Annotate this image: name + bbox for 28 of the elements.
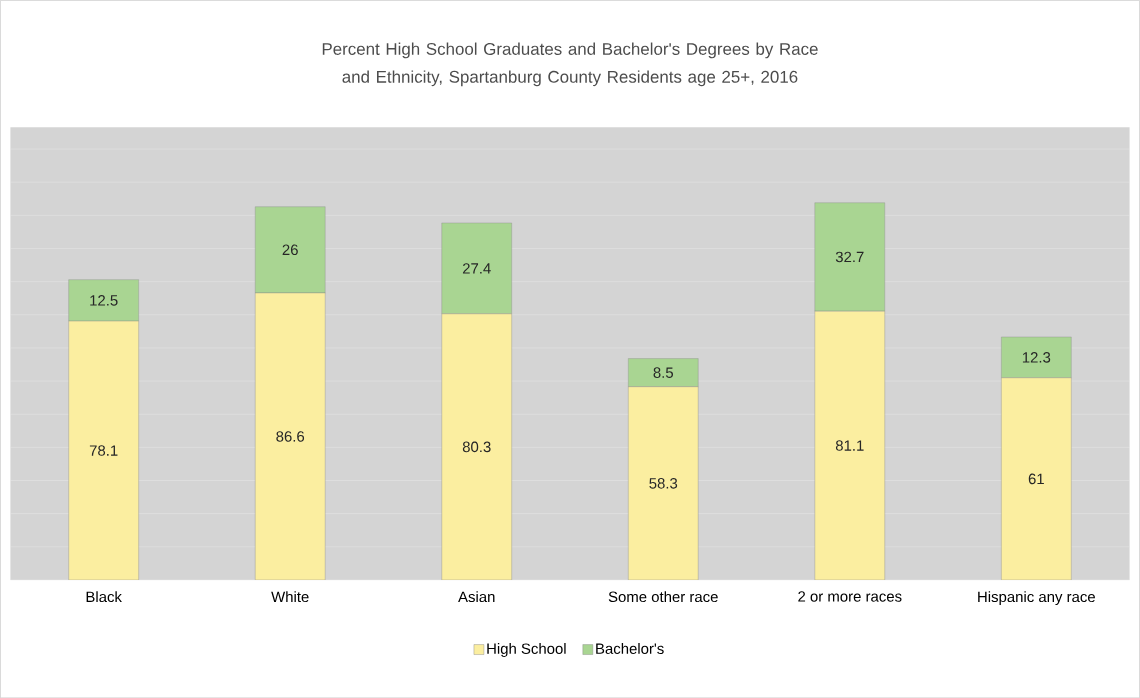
x-tick-label: Asian — [458, 591, 495, 602]
data-label: 26 — [282, 244, 298, 255]
data-label: 58.3 — [649, 477, 678, 489]
bar — [255, 292, 326, 580]
chart-title: Percent High School Graduates and Bachelor's Degrees by Race and Ethnicity, Spartanburg County Residents age 25+, 2016 — [322, 42, 818, 87]
bar — [628, 358, 699, 387]
x-tick-label: Some other race — [608, 591, 718, 602]
data-label: 32.7 — [835, 251, 864, 263]
data-label: 86.6 — [276, 431, 305, 442]
data-label: 27.4 — [462, 263, 491, 274]
legend-label: High School — [487, 642, 566, 657]
x-tick-label: Black — [86, 591, 122, 602]
data-label: 12.3 — [1022, 351, 1051, 363]
bar — [1001, 377, 1072, 580]
bar — [441, 313, 512, 580]
data-label: 61 — [1028, 473, 1044, 485]
bar — [814, 310, 885, 580]
legend-label: Bachelor's — [596, 642, 664, 654]
data-label: 81.1 — [835, 440, 864, 451]
bar — [68, 320, 139, 580]
bar — [628, 386, 699, 580]
data-label: 8.5 — [653, 367, 674, 378]
data-label: 78.1 — [89, 445, 118, 456]
x-tick-label: White — [271, 591, 309, 602]
x-tick-label: 2 or more races — [798, 591, 902, 602]
data-label: 80.3 — [462, 441, 491, 453]
x-tick-label: Hispanic any race — [978, 591, 1095, 605]
data-label: 12.5 — [90, 294, 118, 306]
